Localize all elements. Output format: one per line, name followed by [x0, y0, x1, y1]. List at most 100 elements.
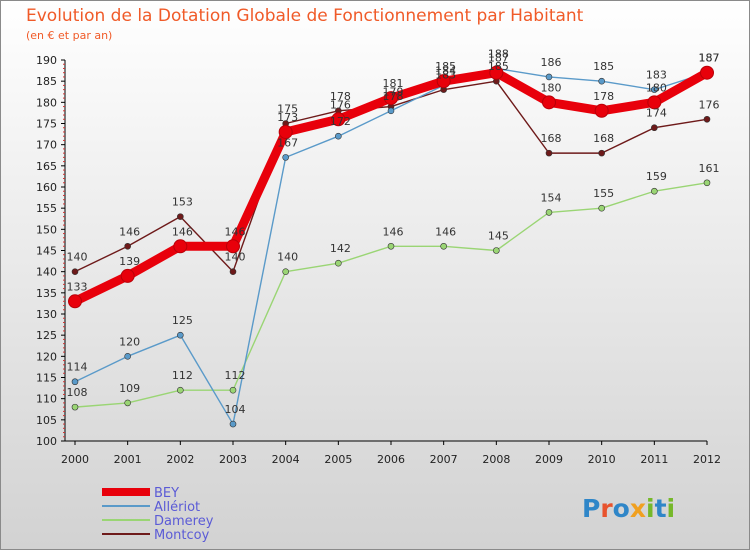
data-label: 112: [225, 369, 246, 382]
data-label: 159: [646, 170, 667, 183]
series-layer: [68, 65, 714, 428]
data-label: 173: [277, 111, 298, 124]
data-point: [335, 132, 342, 140]
y-tick-label: 120: [36, 350, 57, 363]
data-point: [282, 268, 289, 275]
data-point: [493, 247, 500, 254]
y-tick-label: 110: [36, 393, 57, 406]
x-tick-label: 2002: [166, 453, 194, 466]
data-label: 155: [593, 187, 614, 200]
y-tick-label: 140: [36, 266, 57, 279]
logo-letter: t: [655, 494, 667, 523]
data-point: [598, 77, 605, 85]
y-tick-label: 180: [36, 96, 57, 109]
data-label: 178: [593, 90, 614, 103]
data-point: [177, 213, 184, 220]
y-tick-label: 130: [36, 308, 57, 321]
data-label: 178: [383, 90, 404, 103]
data-label: 168: [593, 132, 614, 145]
logo-letter: o: [613, 494, 630, 523]
data-label: 140: [225, 251, 246, 264]
data-label: 142: [330, 242, 351, 255]
data-label: 187: [488, 52, 509, 65]
data-point: [387, 107, 395, 115]
data-label: 174: [646, 107, 667, 120]
logo-letter: i: [667, 494, 676, 523]
data-label: 112: [172, 369, 193, 382]
data-point: [703, 179, 711, 187]
data-point: [173, 239, 188, 254]
data-label: 154: [541, 191, 562, 204]
data-label: 146: [383, 225, 404, 238]
data-point: [542, 95, 556, 110]
data-point: [545, 149, 553, 157]
data-point: [598, 204, 605, 212]
data-point: [226, 239, 240, 254]
data-label: 184: [435, 64, 456, 77]
data-label: 180: [541, 81, 562, 94]
y-tick-label: 125: [36, 329, 57, 342]
y-tick-label: 105: [36, 414, 57, 427]
data-label: 183: [646, 69, 667, 82]
data-point: [229, 420, 237, 428]
data-point: [177, 331, 184, 339]
data-point: [700, 65, 714, 80]
chart-subtitle: (en € et par an): [26, 29, 112, 42]
legend-label: Montcoy: [154, 528, 210, 543]
x-tick-label: 2007: [430, 453, 458, 466]
data-label: 187: [699, 52, 720, 65]
svg-text:Proxiti: Proxiti: [582, 494, 675, 523]
data-point: [278, 124, 293, 139]
data-label: 139: [119, 255, 140, 268]
data-label: 178: [330, 90, 351, 103]
data-label: 114: [67, 361, 88, 374]
data-label: 146: [172, 225, 193, 238]
data-point: [545, 209, 553, 216]
data-label: 133: [67, 280, 88, 293]
data-label: 172: [330, 115, 351, 128]
data-label: 176: [330, 98, 351, 111]
x-tick-label: 2003: [219, 453, 247, 466]
data-label: 188: [488, 47, 509, 60]
logo-letter: P: [582, 494, 600, 523]
y-tick-label: 185: [36, 75, 57, 88]
logo-letter: x: [630, 494, 646, 523]
data-label: 185: [593, 60, 614, 73]
data-point: [440, 242, 447, 250]
proxiti-logo: Proxiti: [582, 494, 675, 523]
y-tick-label: 190: [36, 54, 57, 67]
y-tick-label: 135: [36, 287, 57, 300]
x-tick-label: 2011: [640, 453, 668, 466]
y-tick-label: 150: [36, 223, 57, 236]
x-tick-label: 2001: [114, 453, 142, 466]
data-point: [335, 259, 342, 267]
chart-title: Evolution de la Dotation Globale de Fonc…: [26, 6, 584, 26]
data-label: 140: [277, 251, 298, 264]
data-label: 146: [119, 225, 140, 238]
x-tick-label: 2005: [324, 453, 352, 466]
data-point: [124, 353, 131, 360]
logo-letter: i: [646, 494, 655, 523]
data-point: [545, 73, 553, 81]
data-label: 167: [277, 136, 298, 149]
data-point: [594, 103, 609, 118]
data-point: [124, 242, 131, 250]
data-label: 146: [435, 225, 456, 238]
x-tick-label: 2010: [588, 453, 616, 466]
legend-label: BEY: [154, 486, 179, 501]
y-tick-label: 165: [36, 160, 57, 173]
data-point: [68, 294, 82, 309]
data-point: [282, 154, 289, 161]
x-tick-label: 2006: [377, 453, 405, 466]
legend-label: Allériot: [154, 500, 200, 515]
y-tick-label: 175: [36, 118, 57, 131]
data-point: [71, 268, 79, 275]
data-point: [71, 403, 79, 411]
data-point: [384, 91, 398, 106]
data-point: [647, 95, 662, 110]
data-point: [651, 86, 658, 93]
y-tick-label: 170: [36, 139, 57, 152]
